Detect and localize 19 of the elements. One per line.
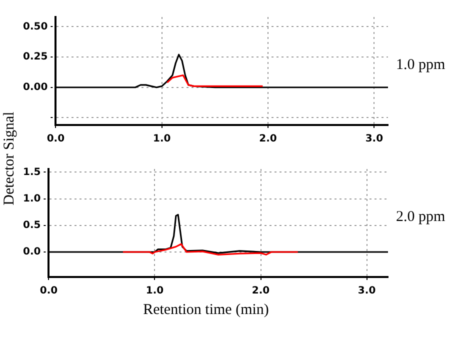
x-tick-label: 2.0 xyxy=(259,134,277,145)
x-tick-label: 1.0 xyxy=(152,134,171,145)
y-axis-title: Detector Signal xyxy=(2,110,18,208)
x-tick-label: 1.0 xyxy=(146,286,164,297)
y-tick-label: 0.50 xyxy=(22,21,48,32)
y-tick-label: 1.0 xyxy=(22,193,41,204)
x-tick-label: 3.0 xyxy=(358,286,376,297)
text: 1.0 ppm xyxy=(396,57,446,74)
y-tick-label: 0.25 xyxy=(22,52,48,63)
y-tick-label: 1.5 xyxy=(22,166,41,178)
x-tick-label: 3.0 xyxy=(365,134,384,145)
x-tick-label: 0.0 xyxy=(40,286,58,297)
y-tick-label: 0.00 xyxy=(22,82,48,93)
text: 2.0 ppm xyxy=(396,209,446,226)
x-tick-label: 0.0 xyxy=(46,134,65,145)
x-tick-label: 2.0 xyxy=(252,286,270,297)
y-tick-label: 0.5 xyxy=(22,220,41,231)
y-tick-label: 0.0 xyxy=(22,246,41,258)
x-axis-title: Retention time (min) xyxy=(142,302,270,319)
